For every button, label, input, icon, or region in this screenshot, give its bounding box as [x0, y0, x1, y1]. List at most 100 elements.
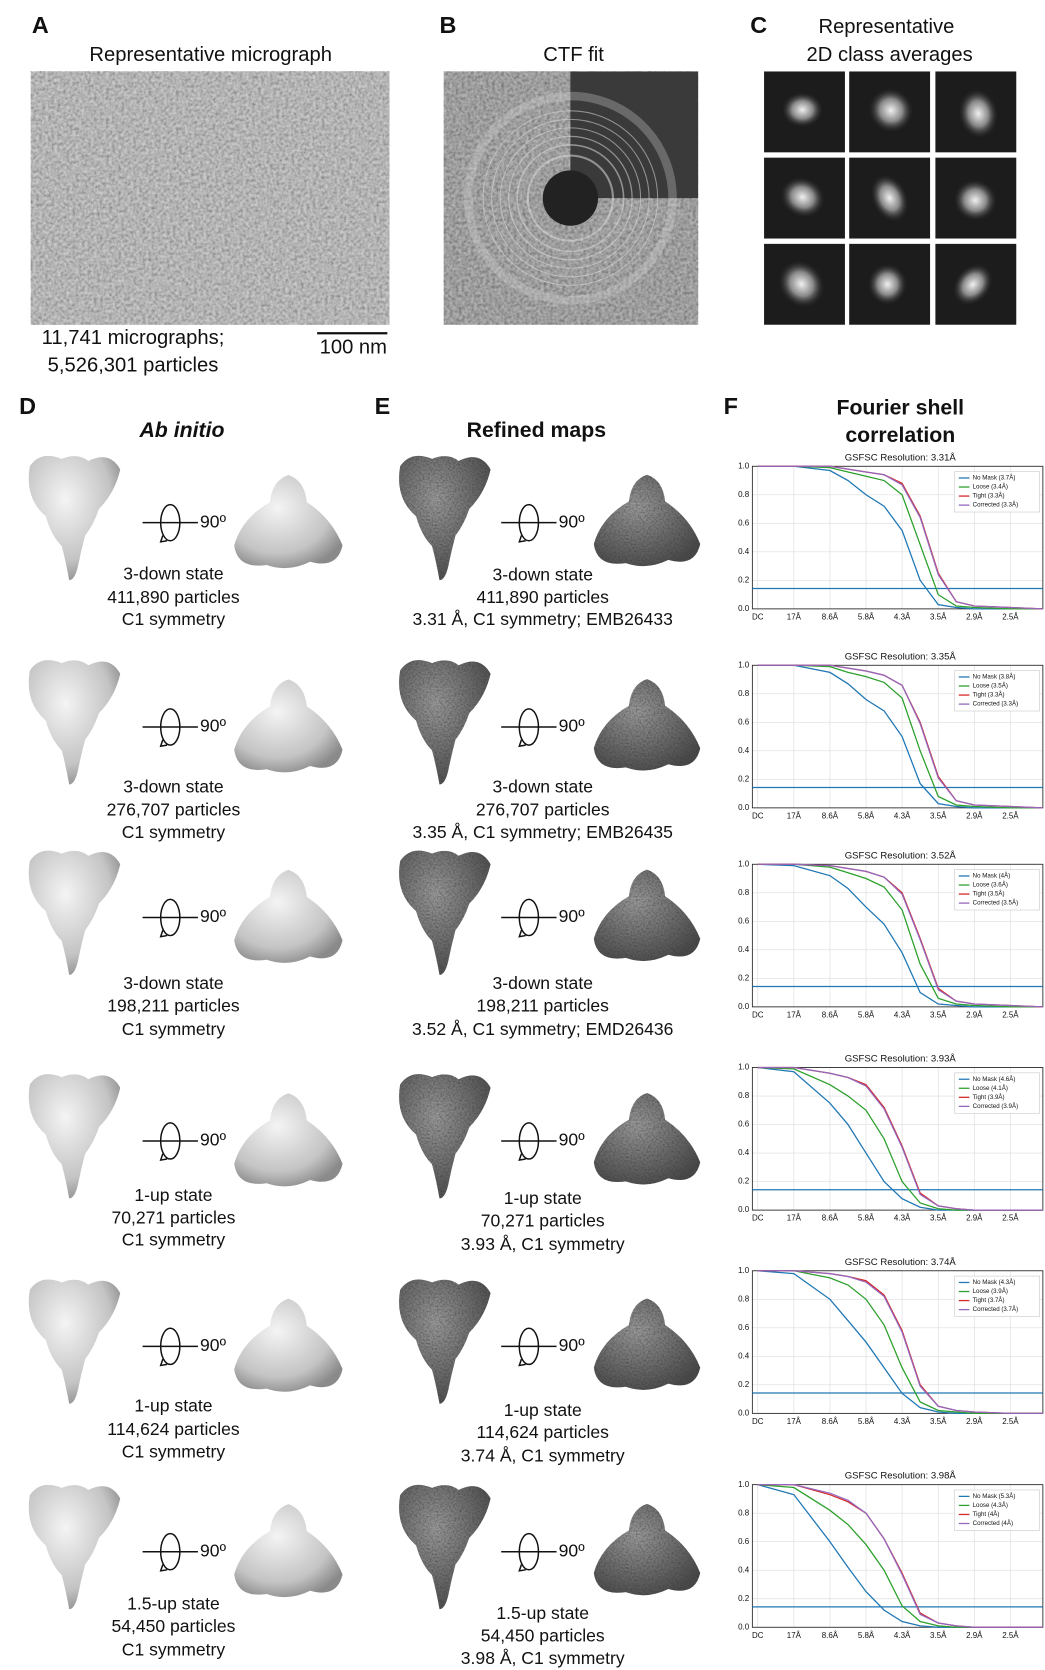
panel-title: Representative [818, 16, 954, 38]
x-tick-label: 2.9Å [966, 1214, 983, 1223]
legend-label: Tight (3.7Å) [973, 1297, 1005, 1304]
x-tick-label: 8.6Å [822, 811, 839, 820]
density-map [399, 1074, 491, 1198]
d-caption: 3-down state [123, 973, 223, 993]
x-tick-label: 4.3Å [894, 1417, 911, 1426]
x-tick-label: DC [752, 612, 764, 621]
d-caption: 276,707 particles [107, 800, 241, 820]
figure: ARepresentative micrograph11,741 microgr… [0, 0, 1045, 1670]
e-caption: 411,890 particles [477, 587, 610, 607]
legend-label: Corrected (3.3Å) [973, 502, 1019, 509]
x-tick-label: 17Å [787, 1010, 802, 1019]
density-map [594, 1093, 700, 1184]
y-tick-label: 0.2 [738, 1177, 750, 1186]
x-tick-label: 2.5Å [1002, 811, 1019, 820]
y-tick-label: 0.8 [738, 490, 750, 499]
density-map [234, 679, 342, 772]
density-map [29, 660, 121, 784]
legend-label: Tight (3.3Å) [973, 493, 1005, 500]
legend-label: Tight (3.3Å) [973, 692, 1005, 699]
e-caption: 3.31 Å, C1 symmetry; EMB26433 [413, 609, 673, 629]
legend-label: No Mask (3.8Å) [973, 674, 1016, 681]
d-caption: 3-down state [123, 776, 223, 796]
legend-label: Tight (4Å) [973, 1511, 1000, 1518]
e-caption: 3.98 Å, C1 symmetry [461, 1648, 625, 1668]
panel-title: Fourier shell [836, 395, 964, 419]
x-tick-label: 3.5Å [930, 1417, 947, 1426]
e-caption: 3.74 Å, C1 symmetry [461, 1446, 625, 1466]
y-tick-label: 0.8 [738, 1508, 750, 1517]
legend-label: No Mask (5.3Å) [973, 1493, 1016, 1500]
legend-label: Tight (3.9Å) [973, 1094, 1005, 1101]
d-caption: C1 symmetry [122, 822, 226, 842]
fsc-title: GSFSC Resolution: 3.74Å [845, 1257, 957, 1268]
d-caption: C1 symmetry [122, 1441, 226, 1461]
y-tick-label: 0.2 [738, 1594, 750, 1603]
density-map [29, 1485, 121, 1609]
density-map [594, 1504, 700, 1595]
e-caption: 1.5-up state [496, 1603, 589, 1623]
density-map [234, 475, 342, 568]
density-map [399, 851, 491, 975]
y-tick-label: 1.0 [738, 859, 750, 868]
y-tick-label: 0.4 [738, 1351, 750, 1360]
x-tick-label: 2.9Å [966, 1417, 983, 1426]
y-tick-label: 0.4 [738, 945, 750, 954]
x-tick-label: 2.9Å [966, 1631, 983, 1640]
x-tick-label: DC [752, 1010, 764, 1019]
density-map [29, 1074, 121, 1198]
panel-title: Ab initio [138, 418, 224, 442]
fsc-title: GSFSC Resolution: 3.31Å [845, 452, 957, 463]
y-tick-label: 1.0 [738, 660, 750, 669]
d-caption: C1 symmetry [122, 1019, 226, 1039]
y-tick-label: 0.4 [738, 1148, 750, 1157]
panel-title: 2D class averages [807, 44, 973, 66]
body: ARepresentative micrograph11,741 microgr… [0, 0, 1045, 1670]
density-map [594, 475, 700, 566]
y-tick-label: 0.0 [738, 1622, 750, 1631]
e-caption: 198,211 particles [477, 996, 610, 1016]
legend-label: Loose (3.5Å) [973, 683, 1008, 690]
rotation-label: 90º [200, 716, 227, 736]
y-tick-label: 1.0 [738, 1480, 750, 1489]
x-tick-label: 2.5Å [1002, 1010, 1019, 1019]
y-tick-label: 0.8 [738, 888, 750, 897]
x-tick-label: 5.8Å [858, 1631, 875, 1640]
y-tick-label: 0.0 [738, 803, 750, 812]
x-tick-label: 5.8Å [858, 811, 875, 820]
legend-label: Loose (3.6Å) [973, 882, 1008, 889]
rotation-label: 90º [559, 511, 586, 531]
x-tick-label: 5.8Å [858, 1010, 875, 1019]
y-tick-label: 0.2 [738, 774, 750, 783]
y-tick-label: 0.2 [738, 973, 750, 982]
panel-title: Refined maps [467, 418, 606, 442]
class-particle [781, 92, 824, 128]
e-caption: 276,707 particles [476, 800, 610, 820]
panel-letter: E [375, 393, 391, 419]
panel-letter: A [32, 12, 49, 38]
micrograph-caption: 11,741 micrographs; [42, 327, 225, 349]
fsc-title: GSFSC Resolution: 3.93Å [845, 1054, 957, 1065]
x-tick-label: 3.5Å [930, 1631, 947, 1640]
y-tick-label: 0.0 [738, 1408, 750, 1417]
rotation-label: 90º [559, 1130, 586, 1150]
x-tick-label: 17Å [787, 811, 802, 820]
x-tick-label: 17Å [787, 1631, 802, 1640]
y-tick-label: 0.2 [738, 1380, 750, 1389]
x-tick-label: 2.9Å [966, 811, 983, 820]
x-tick-label: DC [752, 811, 764, 820]
fsc-title: GSFSC Resolution: 3.98Å [845, 1471, 957, 1482]
d-caption: 1-up state [134, 1396, 212, 1416]
x-tick-label: 3.5Å [930, 1010, 947, 1019]
legend-label: Loose (4.1Å) [973, 1085, 1008, 1092]
e-caption: 1-up state [504, 1188, 582, 1208]
legend-label: Corrected (3.3Å) [973, 701, 1019, 708]
x-tick-label: DC [752, 1417, 764, 1426]
density-map [29, 1280, 121, 1404]
legend-label: No Mask (4.6Å) [973, 1076, 1016, 1083]
x-tick-label: DC [752, 1214, 764, 1223]
density-map [234, 870, 342, 963]
micrograph-caption: 5,526,301 particles [48, 355, 219, 377]
e-caption: 3.35 Å, C1 symmetry; EMB26435 [413, 822, 674, 842]
y-tick-label: 0.6 [738, 717, 750, 726]
